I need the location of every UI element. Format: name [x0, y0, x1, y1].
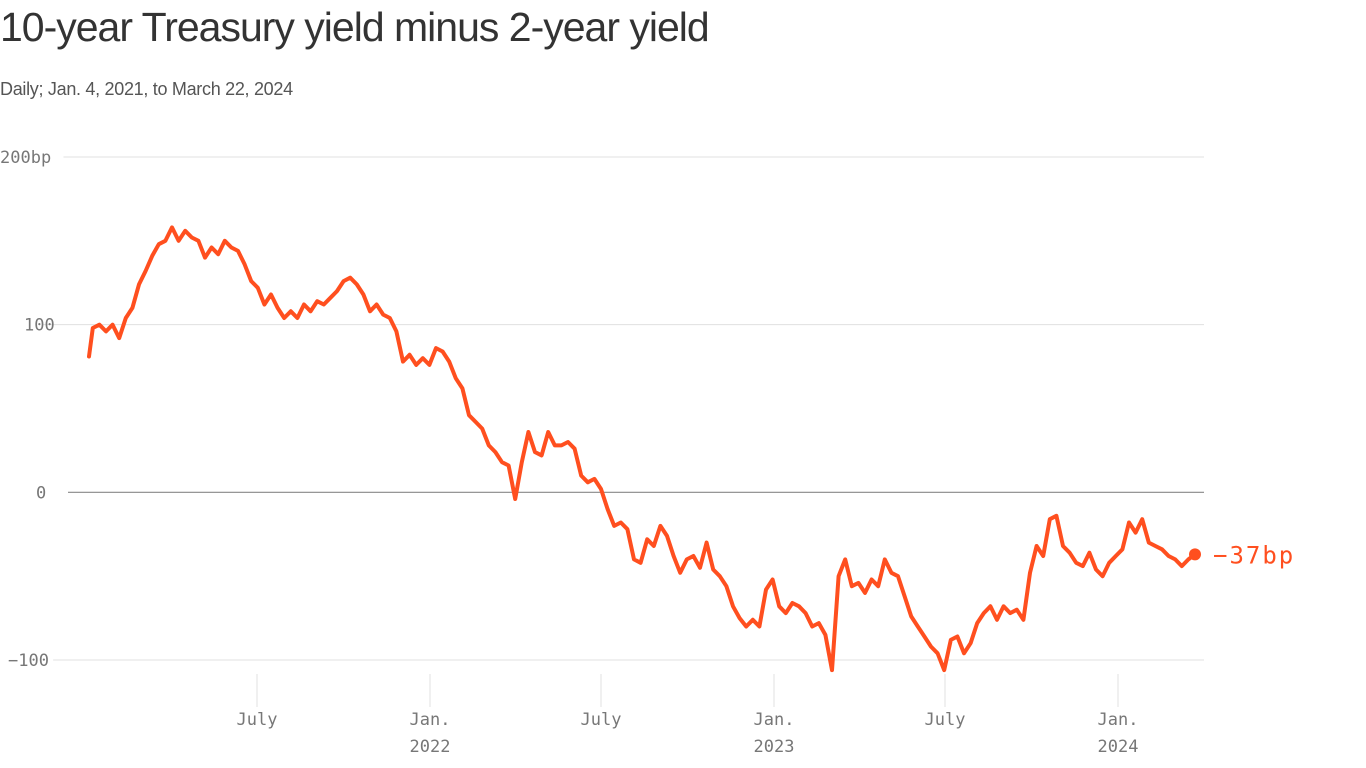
x-tick-year-label: 2023 — [754, 737, 795, 757]
y-tick-label: 200bp — [0, 148, 51, 168]
y-tick-label: 100 — [24, 316, 55, 336]
y-tick-label: 0 — [36, 483, 46, 503]
end-value-label: −37bp — [1213, 541, 1295, 569]
x-tick-label: July — [237, 710, 278, 730]
x-tick-label: Jan. — [410, 710, 451, 730]
x-tick-label: Jan. — [1098, 710, 1139, 730]
end-point-marker — [1189, 548, 1201, 561]
chart-title: 10-year Treasury yield minus 2-year yiel… — [0, 4, 710, 50]
x-tick-year-label: 2024 — [1098, 737, 1139, 757]
x-axis: July Jan. 2022 July Jan. 2023 July Jan. 2024 — [237, 674, 1139, 757]
x-tick-label: July — [925, 710, 966, 730]
x-tick-label: July — [581, 710, 622, 730]
gridlines — [42, 156, 1204, 661]
chart-subtitle: Daily; Jan. 4, 2021, to March 22, 2024 — [0, 79, 293, 99]
x-tick-year-label: 2022 — [410, 737, 451, 757]
y-tick-label: −100 — [8, 651, 49, 671]
spread-line — [87, 225, 1197, 673]
y-axis: 200bp 100 0 −100 — [0, 148, 55, 671]
x-tick-label: Jan. — [754, 710, 795, 730]
